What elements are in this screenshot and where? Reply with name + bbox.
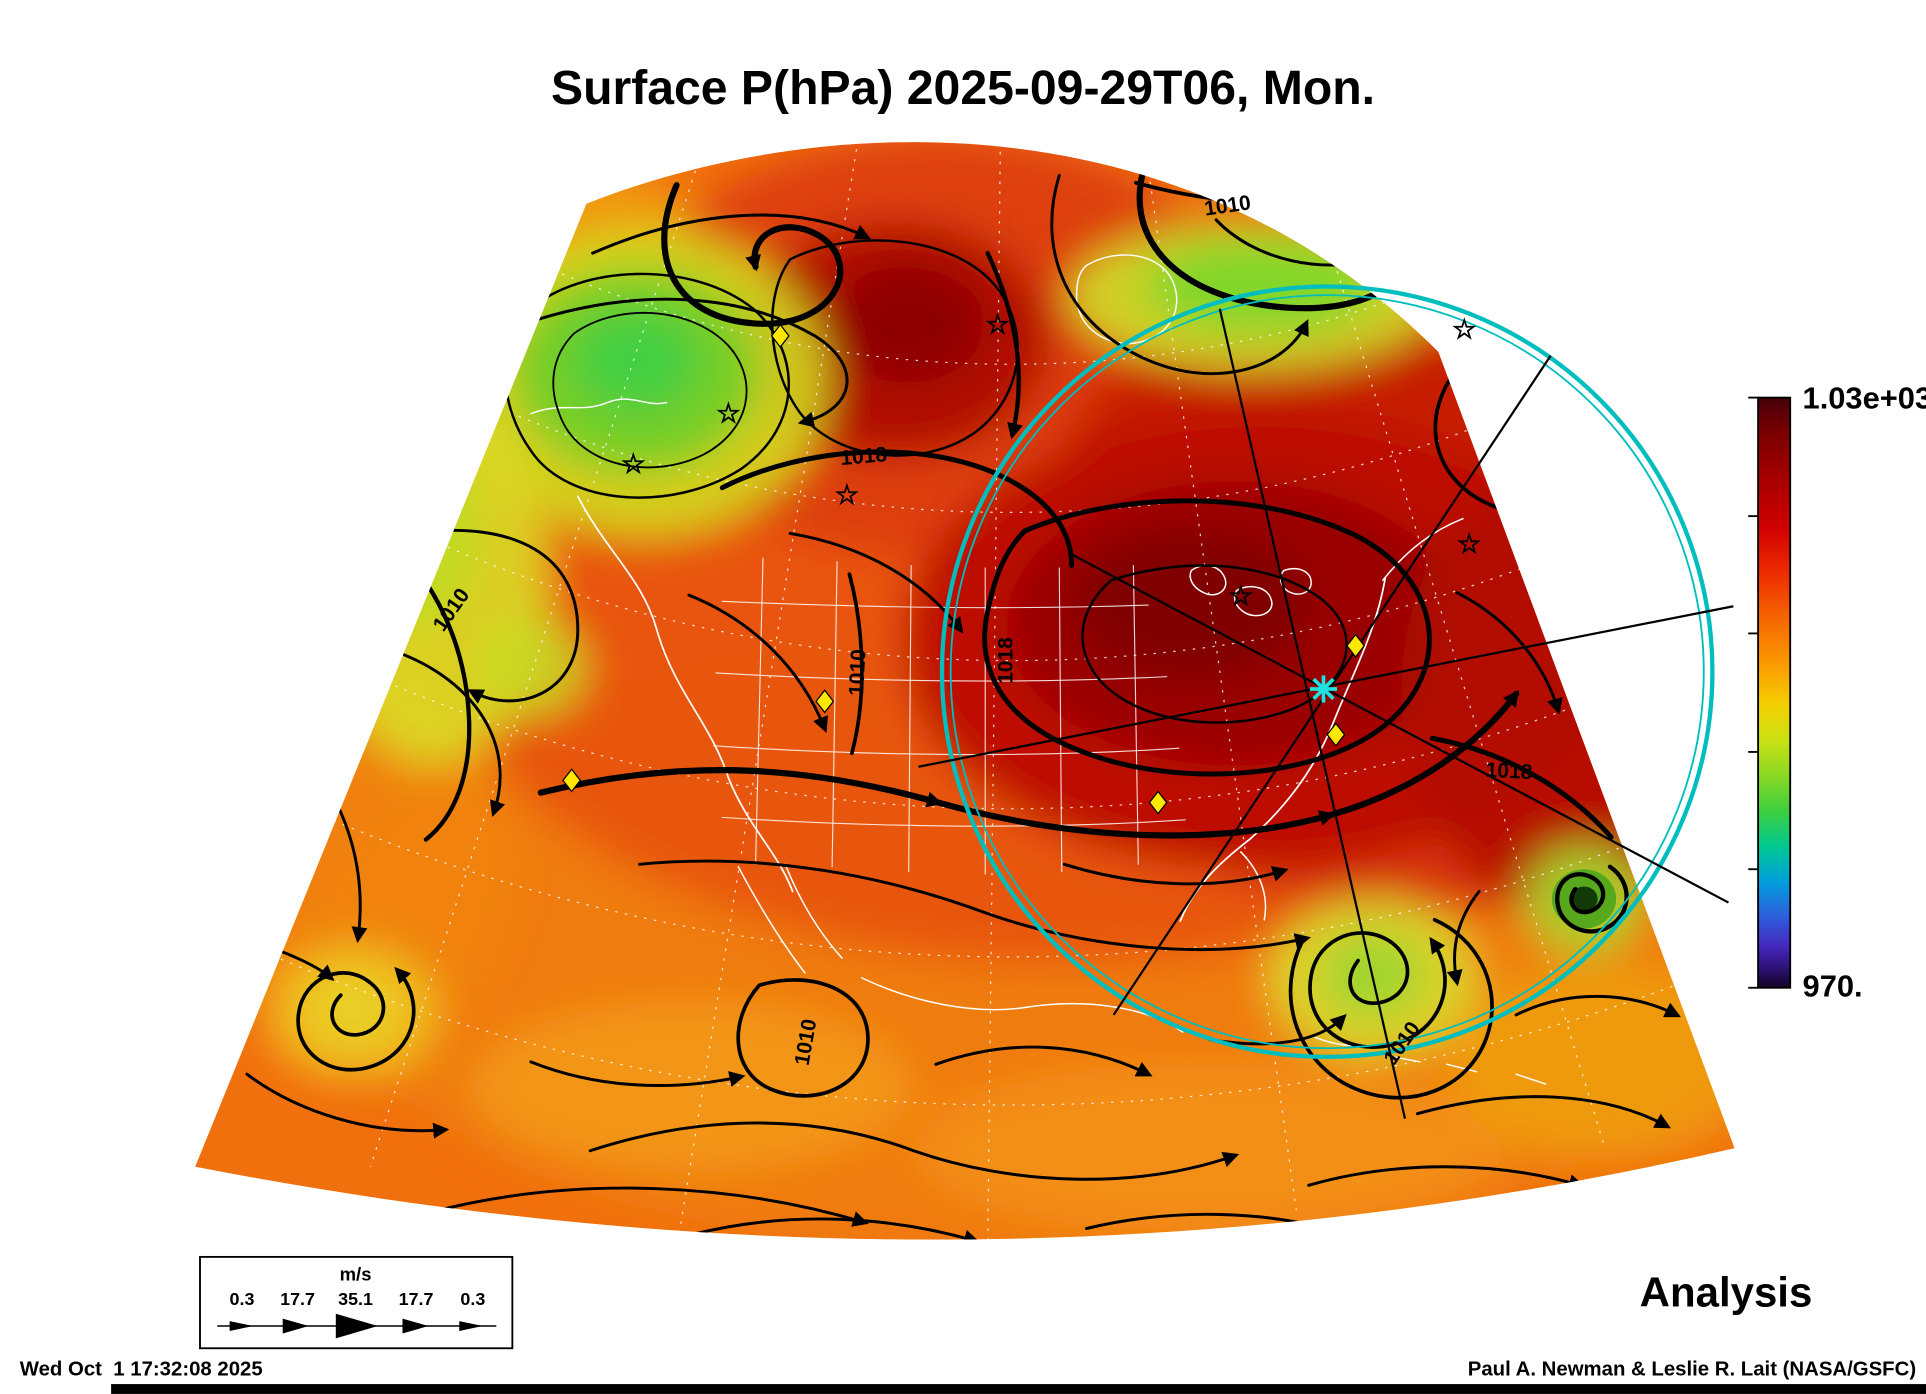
- map-fan: [195, 142, 1735, 1240]
- colorbar: 1.03e+03 970.: [1748, 381, 1926, 1003]
- wind-legend-title: m/s: [340, 1263, 372, 1284]
- bottom-bar: [111, 1384, 1926, 1394]
- wind-legend-values: 0.3 17.7 35.1 17.7 0.3: [230, 1289, 486, 1309]
- vortex-core: [1570, 886, 1598, 912]
- isobar-label: 1018: [839, 443, 888, 470]
- range-ring-circle: [939, 284, 1715, 1060]
- diamond-marker-icon: [815, 689, 835, 714]
- range-ring: [939, 284, 1715, 1060]
- star-marker-icon: ☆: [716, 397, 740, 428]
- range-ring-inner-circle: [949, 294, 1705, 1050]
- streamlines: [242, 159, 1681, 1240]
- diamond-marker-icon: [1326, 722, 1346, 747]
- yellow-diamond-markers: [562, 323, 1366, 815]
- isobar-label: 1010: [845, 649, 870, 697]
- star-marker-icon: ☆: [621, 448, 645, 479]
- analysis-label: Analysis: [1640, 1268, 1813, 1315]
- footer-timestamp: Wed Oct 1 17:32:08 2025: [20, 1358, 263, 1380]
- star-marker-icon: ☆: [835, 479, 859, 510]
- colorbar-ticks: [1748, 396, 1759, 989]
- star-marker-icon: ☆: [985, 308, 1009, 339]
- colorbar-max-label: 1.03e+03: [1803, 381, 1926, 416]
- figure-title: Surface P(hPa) 2025-09-29T06, Mon.: [551, 61, 1375, 115]
- star-markers: ☆ ☆ ☆ ☆ ☆ ☆ ☆: [621, 308, 1482, 612]
- diamond-marker-icon: [770, 323, 790, 348]
- wind-legend-box: [199, 1255, 514, 1350]
- star-marker-icon: ☆: [1229, 580, 1253, 611]
- wind-legend-arrows: [217, 1313, 497, 1339]
- wind-legend-value: 17.7: [399, 1289, 434, 1309]
- colorbar-gradient: [1757, 396, 1792, 989]
- cyan-asterisk-marker: [1309, 675, 1338, 703]
- wind-legend-value: 35.1: [338, 1289, 373, 1309]
- isobar-label: 1018: [994, 637, 1017, 684]
- diamond-marker-icon: [562, 768, 582, 793]
- wind-legend-value: 0.3: [230, 1289, 255, 1309]
- diamond-marker-icon: [1346, 633, 1366, 658]
- diamond-marker-icon: [1148, 790, 1168, 815]
- station-markers: ☆ ☆ ☆ ☆ ☆ ☆ ☆: [562, 308, 1482, 815]
- colorbar-min-label: 970.: [1803, 968, 1863, 1003]
- isobar-label: 1018: [1485, 759, 1533, 784]
- footer-credit: Paul A. Newman & Leslie R. Lait (NASA/GS…: [1468, 1358, 1916, 1380]
- star-marker-icon: ☆: [1452, 313, 1476, 344]
- wind-speed-legend: m/s 0.3 17.7 35.1 17.7 0.3: [199, 1255, 514, 1350]
- wind-legend-value: 17.7: [280, 1289, 315, 1309]
- wind-legend-value: 0.3: [460, 1289, 485, 1309]
- star-marker-icon: ☆: [1457, 528, 1481, 559]
